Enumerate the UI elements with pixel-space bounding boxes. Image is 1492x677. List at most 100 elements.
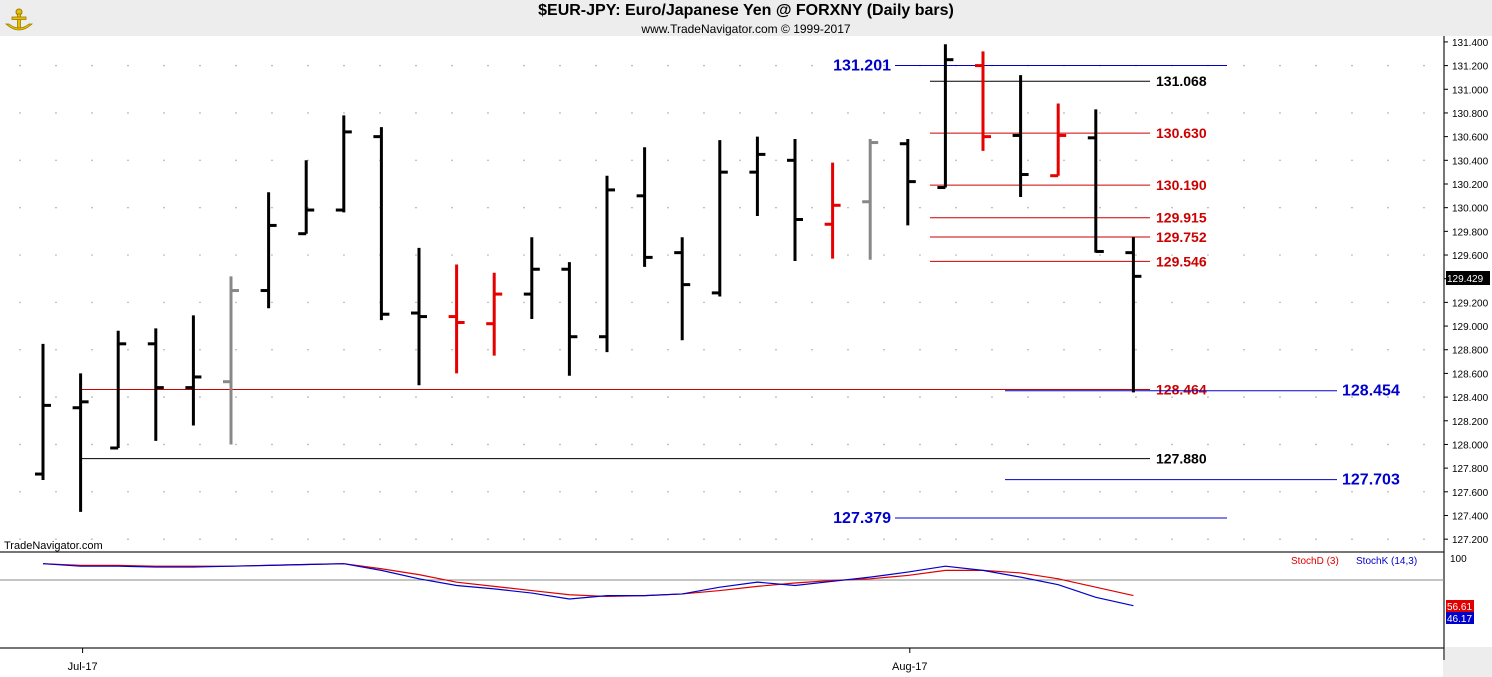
grid-dot: [55, 64, 57, 67]
grid-dot: [91, 206, 93, 209]
grid-dot: [559, 348, 561, 351]
grid-dot: [199, 112, 201, 114]
grid-dot: [163, 112, 165, 114]
grid-dot: [703, 254, 705, 256]
stochastic-lines: [42, 563, 1134, 607]
stoch-100-tick: 100: [1450, 554, 1467, 565]
grid-dot: [739, 443, 741, 446]
grid-dot: [1099, 538, 1101, 540]
grid-dot: [199, 64, 201, 67]
grid-dot: [1099, 396, 1101, 398]
grid-dot: [127, 64, 129, 67]
grid-dot: [811, 538, 813, 540]
grid-dot: [55, 206, 57, 209]
grid-dot: [19, 301, 21, 304]
price-tick-label: 128.400: [1452, 393, 1489, 404]
grid-dot: [739, 254, 741, 256]
grid-dot: [595, 396, 597, 398]
grid-dot: [451, 64, 453, 67]
grid-dot: [1135, 112, 1137, 114]
grid-dot: [1351, 254, 1353, 256]
grid-dot: [847, 443, 849, 446]
grid-dot: [523, 443, 525, 446]
grid-dot: [847, 348, 849, 351]
grid-dot: [1063, 538, 1065, 540]
grid-dot: [307, 254, 309, 256]
grid-dot: [667, 159, 669, 162]
grid-dot: [919, 112, 921, 114]
grid-dot: [1171, 112, 1173, 114]
grid-dot: [163, 396, 165, 398]
grid-dot: [1423, 538, 1425, 540]
price-tick-label: 130.400: [1452, 156, 1489, 167]
grid-dot: [451, 491, 453, 493]
grid-dot: [955, 396, 957, 398]
grid-dot: [1279, 348, 1281, 351]
time-axis-labels: Jul-17 Aug-17: [68, 648, 928, 673]
grid-dot: [127, 254, 129, 256]
grid-dot: [271, 64, 273, 67]
stoch-k-line: [42, 563, 1134, 607]
grid-dot: [595, 443, 597, 446]
grid-dot: [1135, 491, 1137, 493]
grid-dot: [1207, 301, 1209, 304]
chart-title: $EUR-JPY: Euro/Japanese Yen @ FORXNY (Da…: [538, 2, 954, 19]
grid-dot: [1351, 443, 1353, 446]
watermark-text: TradeNavigator.com: [4, 540, 103, 552]
ohlc-bars: [35, 44, 1142, 512]
grid-dot: [1315, 443, 1317, 446]
grid-dot: [199, 206, 201, 209]
grid-dot: [775, 443, 777, 446]
grid-dot: [1279, 301, 1281, 304]
grid-dot: [595, 348, 597, 351]
grid-dot: [1279, 538, 1281, 540]
grid-dot: [415, 254, 417, 256]
grid-dot: [1099, 159, 1101, 162]
grid-dot: [847, 254, 849, 256]
grid-dot: [775, 159, 777, 162]
grid-dot: [271, 254, 273, 256]
grid-dot: [631, 301, 633, 304]
grid-dot: [775, 348, 777, 351]
grid-dot: [163, 491, 165, 493]
grid-dot: [487, 159, 489, 162]
price-level-label: 127.379: [833, 510, 891, 527]
price-tick-label: 131.400: [1452, 38, 1489, 49]
grid-dot: [1135, 443, 1137, 446]
last-price-box: [1446, 271, 1490, 285]
grid-dot: [235, 538, 237, 540]
grid-dot: [955, 443, 957, 446]
grid-dot: [163, 206, 165, 209]
grid-dot: [1171, 159, 1173, 162]
grid-dot: [451, 538, 453, 540]
grid-dot: [811, 159, 813, 162]
grid-dot: [1063, 206, 1065, 209]
grid-dot: [451, 443, 453, 446]
grid-dot: [451, 396, 453, 398]
grid-dot: [703, 112, 705, 114]
grid-dot: [1423, 443, 1425, 446]
grid-dot: [1135, 254, 1137, 256]
grid-dot: [739, 396, 741, 398]
grid-dot: [487, 396, 489, 398]
grid-dot: [991, 112, 993, 114]
grid-dot: [811, 301, 813, 304]
grid-dot: [631, 112, 633, 114]
grid-dot: [1387, 206, 1389, 209]
grid-dot: [847, 64, 849, 67]
grid-dot: [271, 112, 273, 114]
grid-dot: [811, 254, 813, 256]
grid-dot: [955, 538, 957, 540]
grid-dot: [55, 443, 57, 446]
grid-dot: [739, 491, 741, 493]
grid-dot: [1423, 112, 1425, 114]
grid-dot: [559, 159, 561, 162]
grid-dot: [919, 301, 921, 304]
grid-dot: [883, 206, 885, 209]
grid-dot: [919, 396, 921, 398]
grid-dot: [775, 301, 777, 304]
grid-dot: [595, 206, 597, 209]
grid-dot: [235, 491, 237, 493]
grid-dot: [1063, 254, 1065, 256]
